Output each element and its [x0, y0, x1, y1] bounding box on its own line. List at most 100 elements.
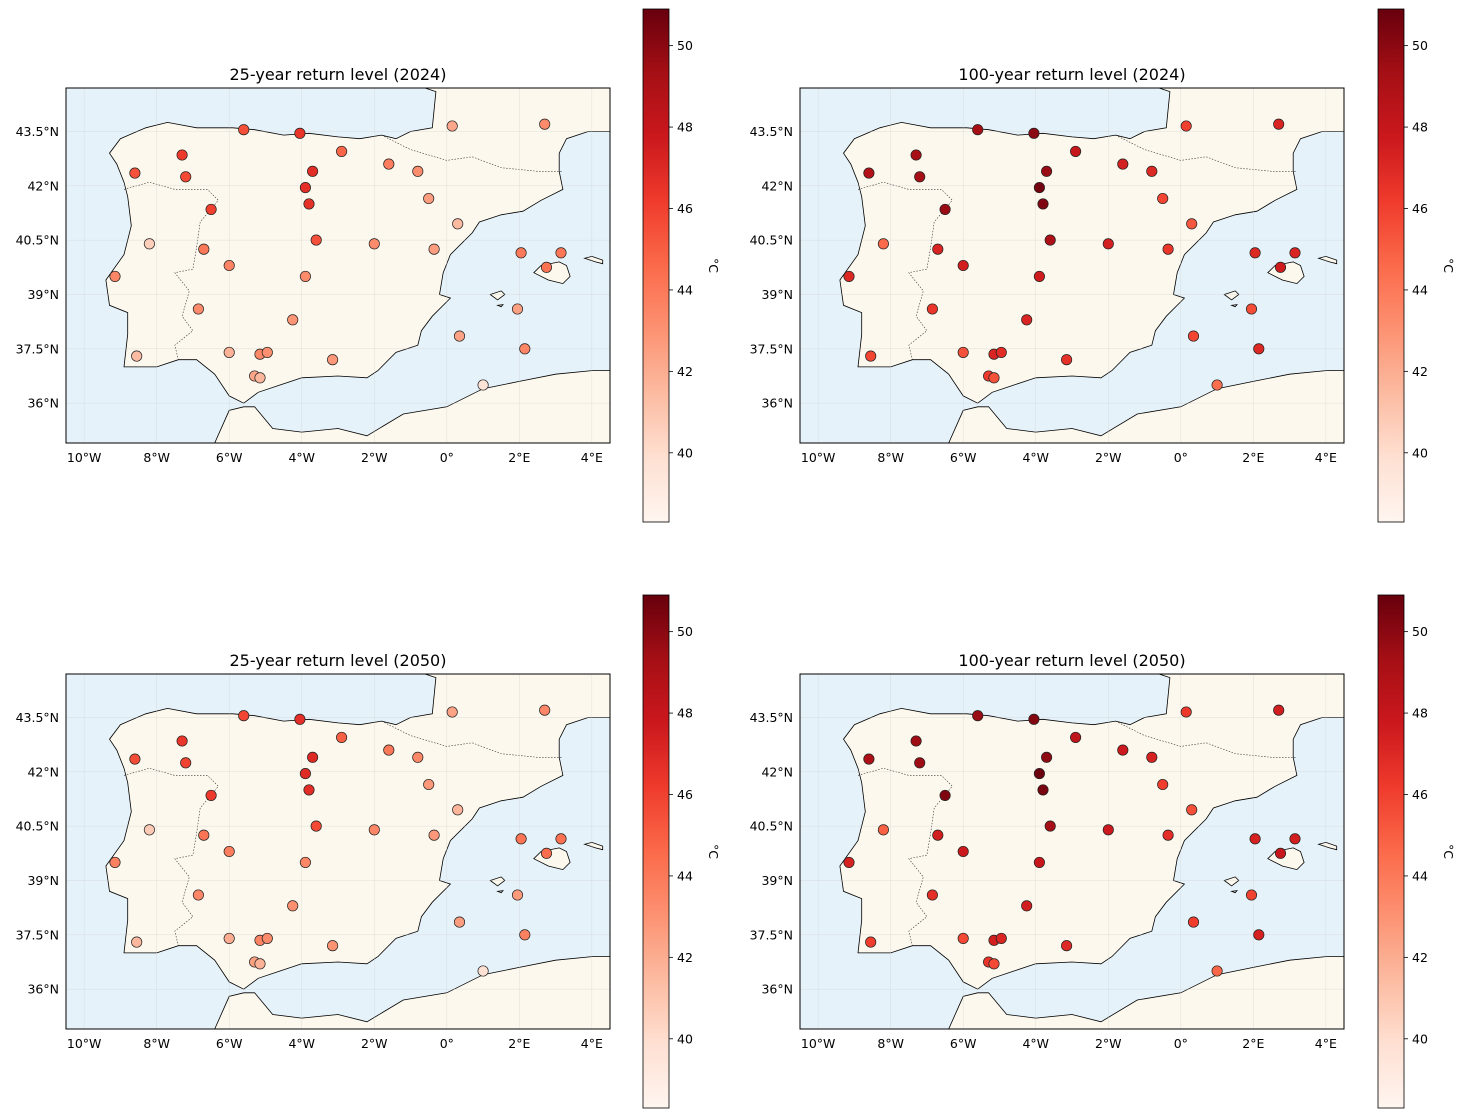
colorbar-tick-label: 48 — [1412, 120, 1428, 135]
colorbar-tick-label: 40 — [677, 445, 693, 460]
station-marker — [294, 713, 306, 725]
colorbar-gradient — [1377, 594, 1405, 1109]
station-marker — [1180, 120, 1192, 132]
border-portugal — [123, 181, 219, 360]
colorbar-label: °C — [1441, 844, 1456, 859]
station-marker — [939, 203, 951, 215]
station-marker — [1033, 182, 1045, 194]
station-marker — [238, 710, 250, 722]
border-portugal — [123, 767, 219, 946]
x-tick-label: 6°W — [950, 450, 977, 465]
x-tick-label: 0° — [1174, 450, 1188, 465]
y-tick-label: 39°N — [761, 873, 793, 888]
x-tick-label: 0° — [1174, 1036, 1188, 1051]
station-marker — [555, 833, 567, 845]
station-marker — [914, 171, 926, 183]
station-marker — [1274, 261, 1287, 273]
y-tick-label: 40.5°N — [16, 233, 59, 248]
station-marker — [176, 149, 188, 161]
x-tick-label: 2°W — [1095, 1036, 1122, 1051]
station-marker — [957, 346, 969, 358]
station-marker — [1117, 158, 1129, 170]
station-marker — [452, 804, 464, 816]
y-tick-label: 37.5°N — [750, 927, 793, 942]
station-marker — [932, 829, 944, 841]
y-tick-label: 43.5°N — [750, 124, 793, 139]
map-panel-1: 25-year return level (2024) 10°W 8°W 6°W 4°W… — [16, 8, 721, 523]
colorbar-tick-label: 46 — [677, 787, 693, 802]
y-tick-label: 43.5°N — [16, 124, 59, 139]
land-island — [496, 890, 504, 894]
station-marker — [1253, 343, 1265, 355]
colorbar-tick-label: 40 — [1412, 445, 1428, 460]
land-island — [1230, 890, 1238, 894]
station-marker — [1273, 704, 1285, 716]
station-marker — [1117, 744, 1129, 756]
station-marker — [1061, 940, 1073, 952]
station-marker — [129, 753, 141, 765]
station-marker — [192, 889, 204, 901]
station-marker — [223, 346, 235, 358]
x-tick-label: 8°W — [877, 450, 904, 465]
station-marker — [336, 731, 348, 743]
station-marker — [988, 958, 1000, 970]
station-marker — [383, 744, 395, 756]
x-tick-label: 10°W — [801, 1036, 836, 1051]
station-marker — [863, 753, 875, 765]
station-marker — [143, 238, 155, 250]
station-marker — [972, 710, 984, 722]
land-africa — [948, 956, 1344, 1029]
station-marker — [205, 203, 217, 215]
station-marker — [223, 259, 235, 272]
x-tick-label: 4°W — [1022, 1036, 1049, 1051]
border-portugal — [857, 181, 953, 360]
station-marker — [307, 165, 319, 177]
station-marker — [1249, 833, 1261, 845]
station-marker — [1253, 929, 1265, 941]
station-marker — [453, 916, 466, 928]
x-tick-label: 6°W — [216, 1036, 243, 1051]
station-marker — [972, 124, 984, 136]
station-marker — [327, 354, 339, 366]
x-tick-label: 10°W — [67, 450, 102, 465]
colorbar-tick-label: 42 — [677, 950, 693, 965]
station-marker — [926, 303, 938, 315]
colorbar-tick-label: 50 — [1412, 624, 1428, 639]
station-marker — [198, 243, 210, 255]
map-title: 25-year return level (2024) — [230, 65, 447, 84]
station-marker — [176, 735, 188, 747]
station-marker — [1102, 238, 1114, 250]
station-marker — [423, 192, 435, 205]
station-marker — [1186, 218, 1198, 230]
station-marker — [310, 820, 322, 832]
station-marker — [109, 856, 121, 868]
station-marker — [843, 270, 855, 282]
x-tick-label: 8°W — [143, 1036, 170, 1051]
station-marker — [515, 833, 527, 845]
x-tick-label: 2°W — [361, 1036, 388, 1051]
station-marker — [914, 757, 926, 769]
station-marker — [131, 936, 143, 948]
y-tick-label: 40.5°N — [750, 819, 793, 834]
station-marker — [1021, 900, 1033, 912]
y-tick-label: 42°N — [761, 764, 793, 779]
station-marker — [261, 346, 273, 358]
colorbar-tick-label: 44 — [1412, 282, 1428, 297]
station-marker — [957, 259, 969, 272]
station-marker — [1102, 824, 1114, 836]
colorbar-tick-label: 48 — [677, 120, 693, 135]
y-tick-label: 42°N — [761, 178, 793, 193]
station-marker — [995, 932, 1007, 944]
station-marker — [294, 127, 306, 139]
station-marker — [254, 958, 266, 970]
station-marker — [995, 346, 1007, 358]
y-tick-label: 40.5°N — [750, 233, 793, 248]
station-marker — [1041, 751, 1053, 763]
station-marker — [192, 303, 204, 315]
colorbar-tick-label: 50 — [1412, 38, 1428, 53]
x-tick-label: 2°E — [1242, 1036, 1264, 1051]
colorbar-tick-label: 48 — [1412, 706, 1428, 721]
x-tick-label: 0° — [440, 450, 454, 465]
y-tick-label: 39°N — [761, 287, 793, 302]
